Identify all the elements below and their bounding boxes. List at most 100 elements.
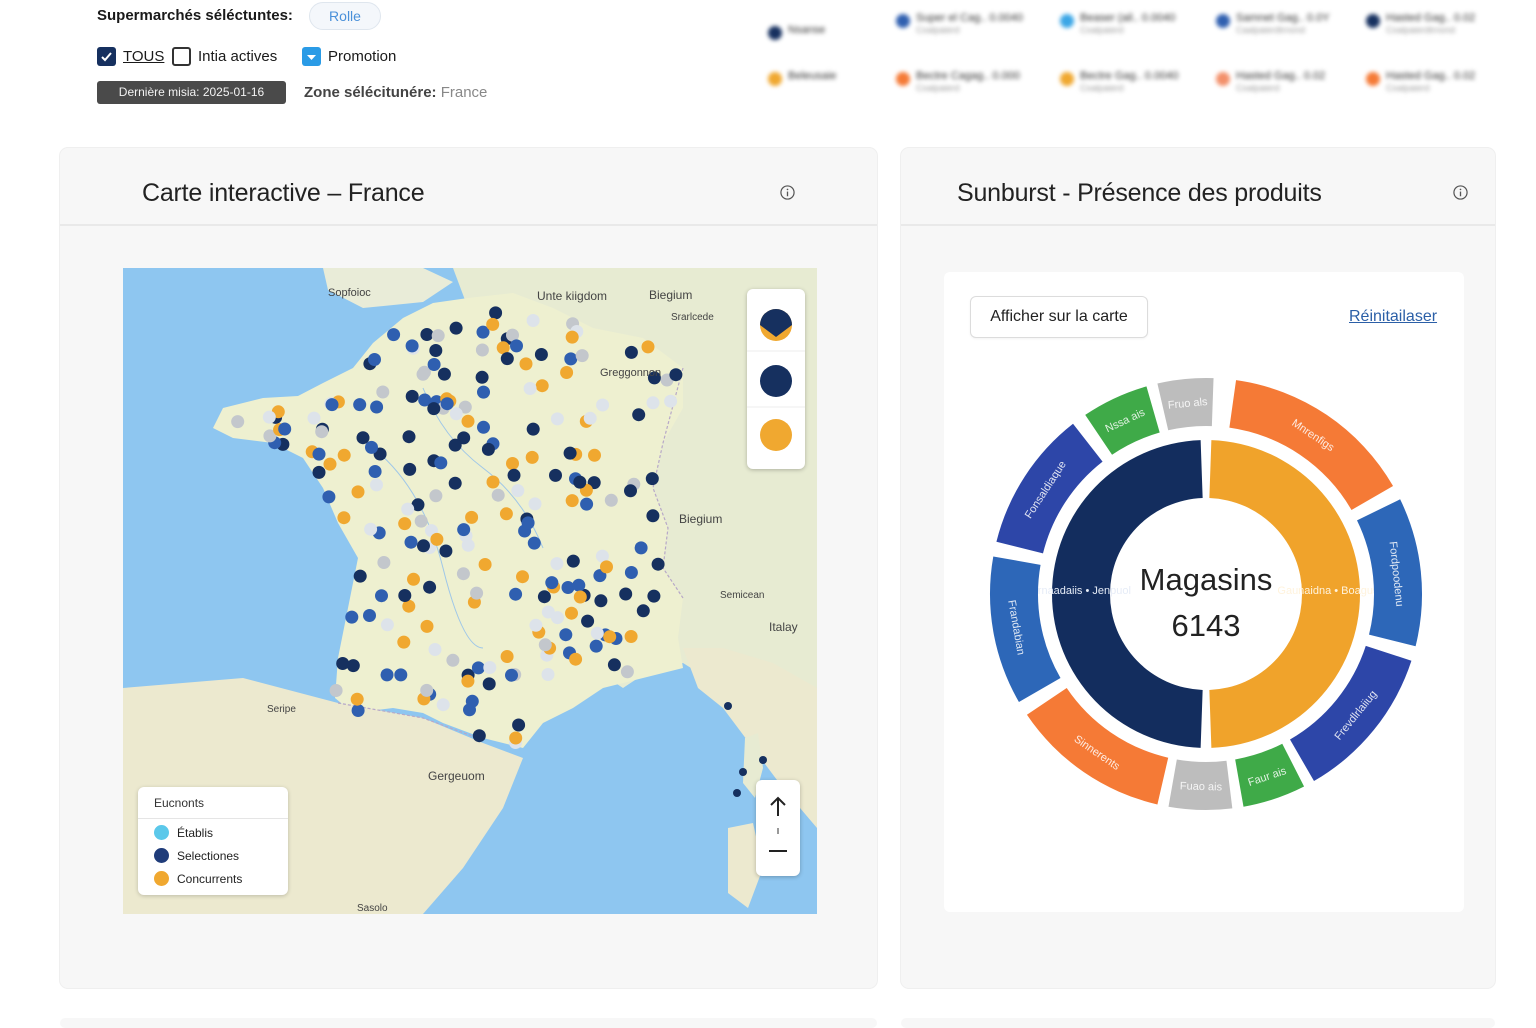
store-dot[interactable]: [489, 306, 503, 320]
store-dot[interactable]: [329, 684, 343, 697]
store-dot[interactable]: [572, 578, 586, 592]
layer-competitor-icon[interactable]: [760, 419, 792, 451]
store-dot[interactable]: [427, 402, 441, 416]
store-dot[interactable]: [353, 569, 367, 583]
store-dot[interactable]: [346, 659, 360, 673]
store-dot[interactable]: [624, 345, 638, 359]
store-dot[interactable]: [551, 611, 564, 625]
store-dot[interactable]: [403, 462, 417, 476]
store-dot[interactable]: [496, 341, 510, 355]
store-dot[interactable]: [262, 410, 276, 424]
store-dot[interactable]: [351, 704, 365, 717]
checkbox-promotion[interactable]: Promotion: [302, 45, 396, 67]
france-map[interactable]: Sopfoioc Unte kiigdom Biegium Srarlcede …: [123, 268, 817, 914]
store-dot[interactable]: [537, 590, 551, 604]
store-dot[interactable]: [624, 566, 638, 579]
store-dot[interactable]: [549, 468, 562, 482]
store-dot[interactable]: [590, 626, 604, 640]
store-dot[interactable]: [368, 353, 381, 366]
store-dot[interactable]: [583, 411, 597, 425]
info-icon[interactable]: [780, 185, 795, 200]
store-dot[interactable]: [323, 457, 337, 471]
sunburst-outer-segment[interactable]: [990, 556, 1061, 702]
store-dot[interactable]: [509, 731, 523, 745]
sunburst-inner-segment[interactable]: [1209, 440, 1360, 748]
sunburst-outer-segment[interactable]: [1168, 759, 1233, 810]
store-dot[interactable]: [512, 718, 526, 732]
store-dot[interactable]: [573, 590, 587, 604]
store-dot[interactable]: [398, 589, 412, 602]
store-dot[interactable]: [428, 643, 442, 656]
sunburst-outer-segment[interactable]: [1290, 645, 1412, 782]
store-dot[interactable]: [646, 396, 660, 410]
store-dot[interactable]: [231, 415, 245, 429]
store-dot[interactable]: [620, 665, 634, 679]
store-dot[interactable]: [436, 698, 450, 712]
store-dot[interactable]: [527, 536, 541, 550]
store-dot[interactable]: [641, 340, 655, 354]
store-dot[interactable]: [402, 599, 416, 613]
store-dot[interactable]: [581, 614, 595, 628]
store-dot[interactable]: [387, 328, 401, 342]
store-dot[interactable]: [312, 465, 326, 479]
store-dot[interactable]: [475, 370, 489, 384]
store-dot[interactable]: [529, 618, 543, 632]
sunburst-inner-segment[interactable]: [1052, 440, 1203, 748]
store-dot[interactable]: [511, 484, 525, 498]
store-dot[interactable]: [588, 448, 601, 462]
store-dot[interactable]: [525, 450, 539, 464]
store-dot[interactable]: [325, 398, 339, 412]
store-dot[interactable]: [461, 538, 475, 552]
store-dot[interactable]: [418, 393, 432, 407]
layer-all-icon[interactable]: [760, 309, 792, 341]
store-dot[interactable]: [420, 328, 434, 341]
store-dot[interactable]: [482, 677, 496, 691]
store-dot[interactable]: [427, 358, 441, 371]
store-dot[interactable]: [519, 357, 533, 371]
store-dot[interactable]: [446, 653, 460, 667]
store-dot[interactable]: [398, 517, 412, 531]
store-dot[interactable]: [491, 488, 505, 502]
store-dot[interactable]: [483, 661, 497, 674]
store-dot[interactable]: [322, 490, 336, 504]
store-dot[interactable]: [263, 429, 277, 443]
store-dot[interactable]: [624, 630, 638, 643]
store-dot[interactable]: [550, 412, 564, 426]
store-dot[interactable]: [600, 560, 613, 574]
store-dot[interactable]: [569, 652, 583, 666]
store-dot[interactable]: [523, 382, 537, 395]
store-dot[interactable]: [509, 587, 523, 601]
store-dot[interactable]: [505, 668, 518, 682]
store-dot[interactable]: [405, 339, 419, 353]
store-dot[interactable]: [478, 558, 492, 571]
store-dot[interactable]: [437, 367, 451, 381]
sunburst-outer-segment[interactable]: [996, 423, 1103, 554]
store-dot[interactable]: [589, 639, 603, 653]
store-dot[interactable]: [647, 371, 661, 385]
store-dot[interactable]: [416, 367, 430, 381]
store-dot[interactable]: [434, 456, 448, 470]
sunburst-outer-segment[interactable]: [1085, 386, 1160, 455]
store-dot[interactable]: [465, 510, 479, 524]
store-dot[interactable]: [440, 397, 454, 411]
store-dot[interactable]: [645, 472, 659, 486]
store-dot[interactable]: [669, 368, 683, 382]
store-dot[interactable]: [461, 414, 475, 428]
store-dot[interactable]: [356, 431, 370, 445]
store-dot[interactable]: [545, 576, 559, 590]
store-dot[interactable]: [580, 497, 594, 511]
store-dot[interactable]: [457, 523, 471, 537]
store-dot[interactable]: [506, 457, 519, 470]
store-dot[interactable]: [375, 589, 388, 603]
store-dot[interactable]: [345, 610, 359, 624]
store-dot[interactable]: [634, 541, 648, 555]
store-dot[interactable]: [564, 352, 578, 366]
store-dot[interactable]: [439, 544, 453, 558]
store-dot[interactable]: [411, 498, 425, 512]
store-dot[interactable]: [307, 411, 321, 425]
store-dot[interactable]: [510, 339, 523, 353]
store-dot[interactable]: [417, 539, 430, 553]
store-dot[interactable]: [636, 604, 650, 618]
store-dot[interactable]: [521, 516, 535, 530]
store-dot[interactable]: [563, 446, 577, 460]
